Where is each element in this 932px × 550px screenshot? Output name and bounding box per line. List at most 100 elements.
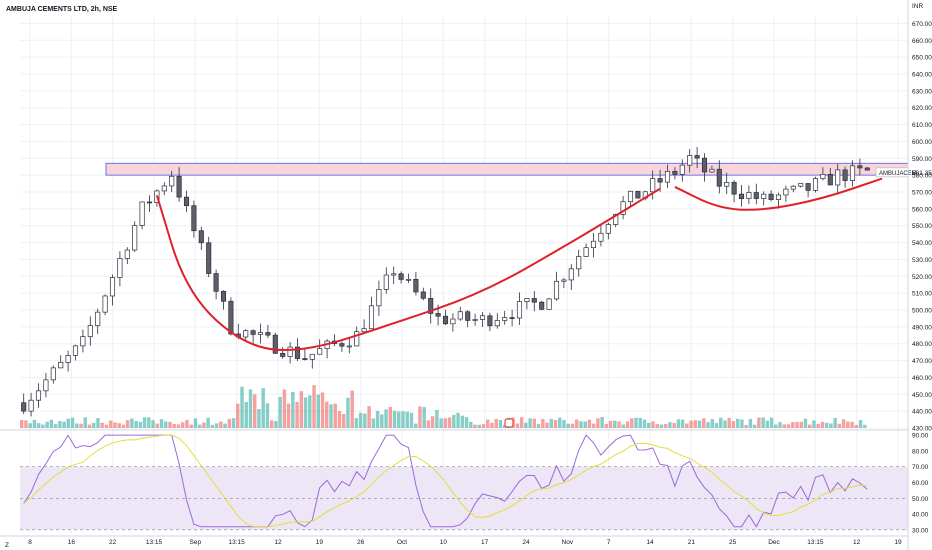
volume-bar (363, 413, 367, 428)
volume-bar (456, 412, 460, 428)
candle (790, 185, 796, 193)
candle (391, 266, 397, 284)
volume-bar (278, 396, 282, 428)
volume-bar (795, 421, 799, 428)
volume-bar (375, 410, 380, 428)
time-axis-tick: Dec (768, 539, 780, 546)
volume-bar (541, 419, 545, 428)
candle (768, 190, 774, 202)
volume-bar (638, 417, 642, 428)
currency-label: INR (912, 3, 924, 10)
volume-bar (214, 423, 219, 428)
volume-bar (113, 422, 117, 428)
volume-bar (553, 419, 558, 428)
candle (524, 298, 530, 310)
volume-bar (341, 413, 346, 428)
candle (368, 296, 375, 330)
candle (539, 300, 545, 311)
candle (583, 243, 589, 258)
rsi-axis-tick: 90.00 (912, 433, 929, 440)
volume-bar (350, 390, 354, 428)
candle (568, 264, 574, 290)
candle (590, 233, 597, 258)
volume-bar (765, 420, 770, 428)
candle (457, 306, 463, 321)
price-axis-tick: 610.00 (912, 122, 932, 129)
volume-bar (380, 414, 384, 428)
candle (331, 334, 338, 347)
volume-bar (130, 418, 134, 428)
volume-bar (151, 420, 155, 428)
cup-2-curve (674, 177, 883, 211)
volume-bar (443, 418, 448, 428)
volume-bar (494, 418, 498, 428)
volume-bar (731, 421, 736, 428)
price-axis-tick: 560.00 (912, 206, 932, 213)
price-axis-tick: 650.00 (912, 55, 932, 62)
volume-bar (782, 424, 787, 428)
volume-bar (36, 423, 41, 428)
volume-bar (197, 424, 202, 428)
candle (835, 163, 841, 193)
volume-bar (426, 420, 431, 428)
volume-bar (829, 423, 833, 428)
volume-bar (125, 419, 130, 428)
volume-bar (460, 415, 465, 428)
candle (302, 349, 308, 361)
candle (161, 182, 167, 196)
rsi-axis-tick: 80.00 (912, 448, 929, 455)
volume-bar (223, 423, 227, 428)
candle (502, 310, 508, 325)
candle (627, 190, 634, 206)
candle (598, 223, 604, 247)
volume-bar (388, 406, 393, 428)
candle (228, 297, 234, 336)
time-axis-tick: 7 (607, 539, 611, 546)
cup-1-curve (155, 187, 661, 351)
volume-bar (791, 422, 795, 428)
volume-bar (858, 420, 863, 428)
volume-bar (384, 409, 388, 428)
grid (20, 15, 908, 533)
symbol-badge-label: AMBUJACEM (879, 171, 917, 177)
volume-bar (210, 424, 215, 428)
volume-bar (96, 418, 100, 428)
candles (21, 146, 870, 417)
volume-bar (155, 423, 160, 428)
time-axis-tick: 14 (646, 539, 654, 546)
volume-bar (41, 424, 45, 428)
candle (206, 236, 212, 278)
volume-bar (490, 422, 494, 428)
rsi-axis-tick: 40.00 (912, 512, 929, 519)
volume-bar (464, 417, 469, 428)
candle (428, 288, 434, 324)
rsi-panel (20, 434, 908, 531)
candle (738, 184, 745, 207)
candle (746, 185, 752, 205)
volume-bar (803, 418, 808, 428)
volume-bar (812, 420, 816, 428)
z-button[interactable]: Z (5, 542, 9, 549)
volume-bar (367, 406, 371, 428)
price-axis-tick: 470.00 (912, 358, 932, 365)
volume-bar (786, 424, 791, 428)
price-axis-tick: 580.00 (912, 173, 932, 180)
volume-bar (744, 424, 748, 428)
candle (250, 329, 256, 344)
volume-bar (486, 419, 490, 428)
volume-bar (282, 389, 287, 428)
volume-bar (164, 421, 168, 428)
svg-text:Z: Z (5, 542, 9, 549)
candle (650, 170, 656, 200)
volume-bar (841, 419, 846, 428)
time-axis-tick: 13:15 (146, 539, 163, 546)
candle (753, 183, 759, 205)
volume-bar (231, 418, 236, 428)
rsi-axis-tick: 60.00 (912, 480, 929, 487)
candle (553, 271, 560, 301)
candle (516, 292, 523, 325)
volume-bar (108, 420, 113, 428)
price-axis-tick: 430.00 (912, 426, 932, 433)
candle (709, 165, 715, 173)
